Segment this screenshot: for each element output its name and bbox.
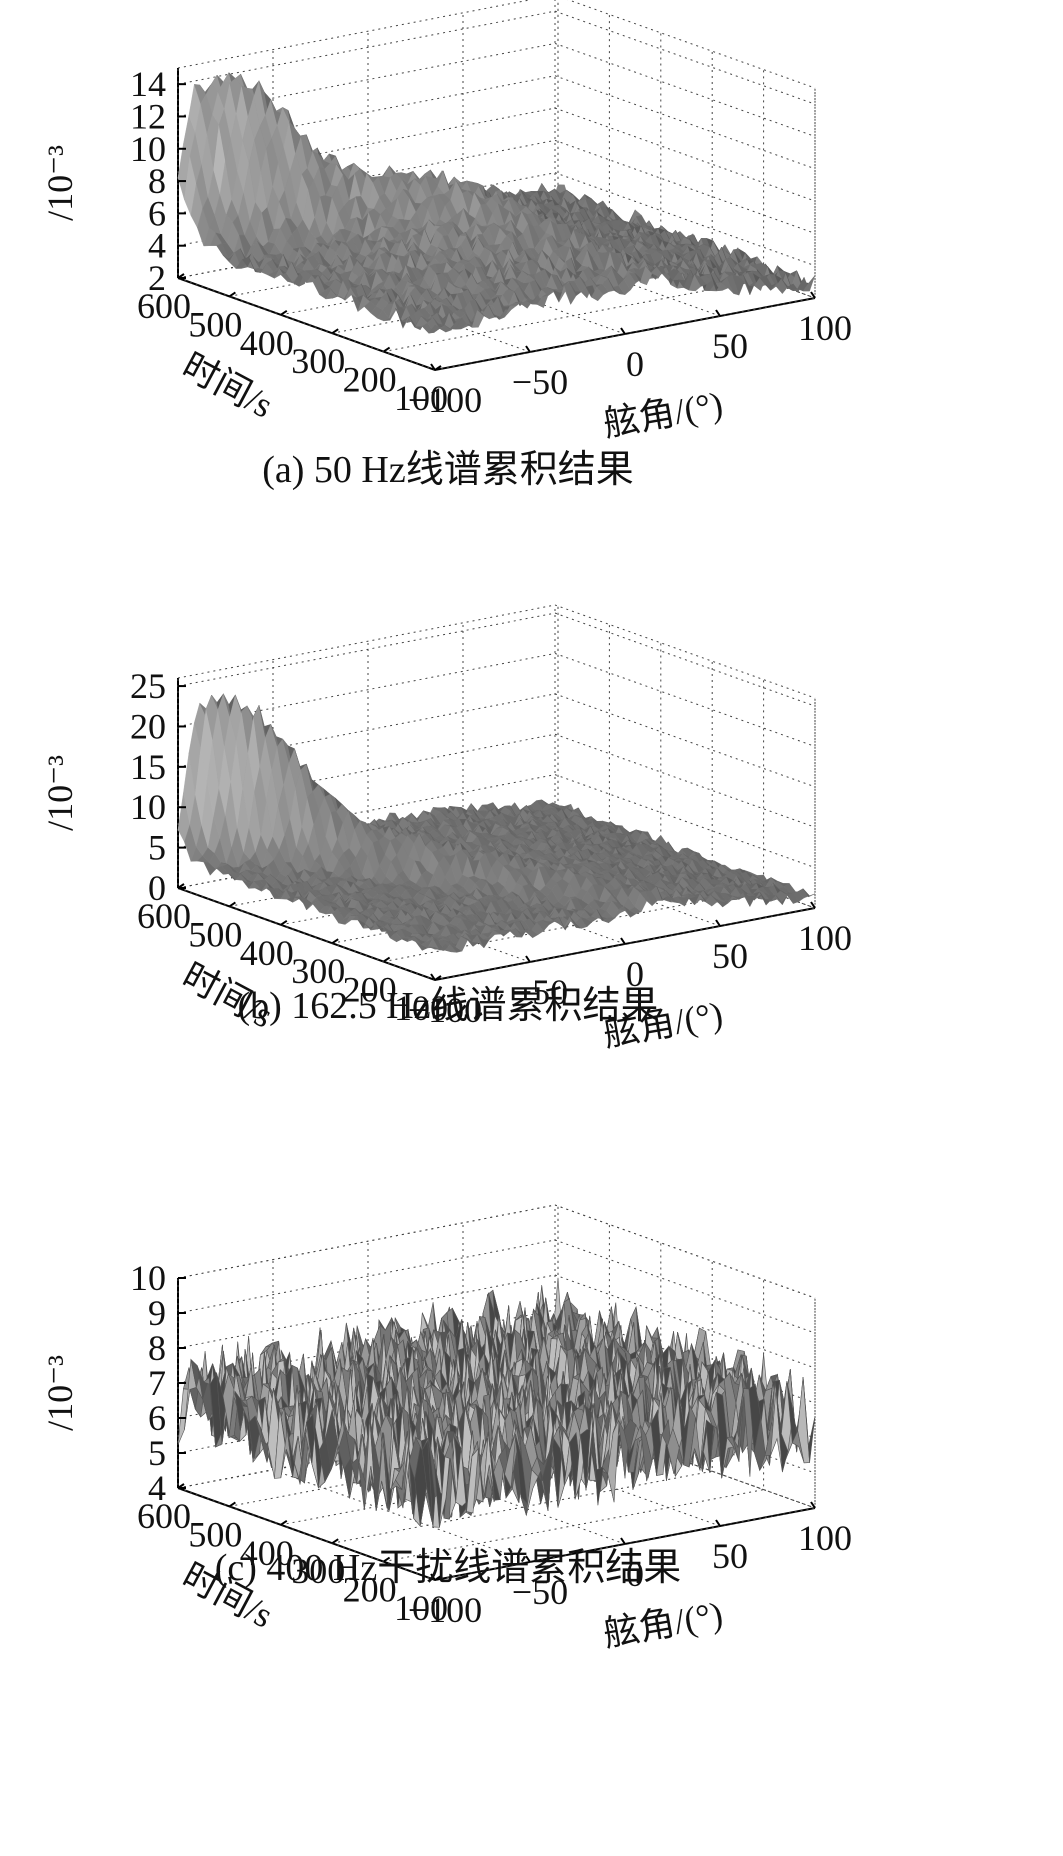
z-gridline bbox=[177, 139, 816, 234]
x-tick-mark bbox=[810, 291, 816, 299]
z-tick-label: 14 bbox=[130, 64, 166, 104]
z-gridline bbox=[177, 107, 816, 202]
x-tick-label: 50 bbox=[712, 326, 748, 366]
x-tick-mark bbox=[525, 345, 531, 353]
y-tick-mark bbox=[280, 309, 288, 316]
y-tick-mark bbox=[331, 328, 339, 335]
x-gridline bbox=[177, 68, 436, 371]
surface bbox=[177, 71, 816, 334]
x-tick-mark bbox=[715, 309, 721, 317]
x-gridline bbox=[462, 14, 721, 317]
box-top-edges bbox=[177, 0, 816, 89]
y-tick-label: 300 bbox=[291, 341, 345, 381]
y-tick-label: 600 bbox=[137, 286, 191, 326]
z-axis-label: /10⁻³ bbox=[40, 145, 80, 221]
x-tick-label: −100 bbox=[408, 380, 482, 420]
x-tick-label: −50 bbox=[512, 362, 568, 402]
box-top-edges bbox=[177, 604, 816, 699]
x-tick-mark bbox=[620, 327, 626, 335]
x-tick-label: 100 bbox=[798, 308, 852, 348]
z-gridline bbox=[177, 10, 816, 105]
chart-caption: (a) 50 Hz线谱累积结果 bbox=[262, 449, 633, 491]
y-tick-label: 500 bbox=[188, 304, 242, 344]
y-tick-label: 200 bbox=[343, 360, 397, 400]
x-axis-label: 舷角/(°) bbox=[600, 384, 726, 444]
y-tick-mark bbox=[383, 346, 391, 353]
z-gridline bbox=[177, 42, 816, 137]
z-gridline bbox=[177, 172, 816, 267]
surface bbox=[177, 693, 816, 953]
x-tick-label: 0 bbox=[626, 344, 644, 384]
y-tick-mark bbox=[228, 291, 236, 298]
z-gridline bbox=[177, 75, 816, 170]
y-tick-label: 400 bbox=[240, 323, 294, 363]
